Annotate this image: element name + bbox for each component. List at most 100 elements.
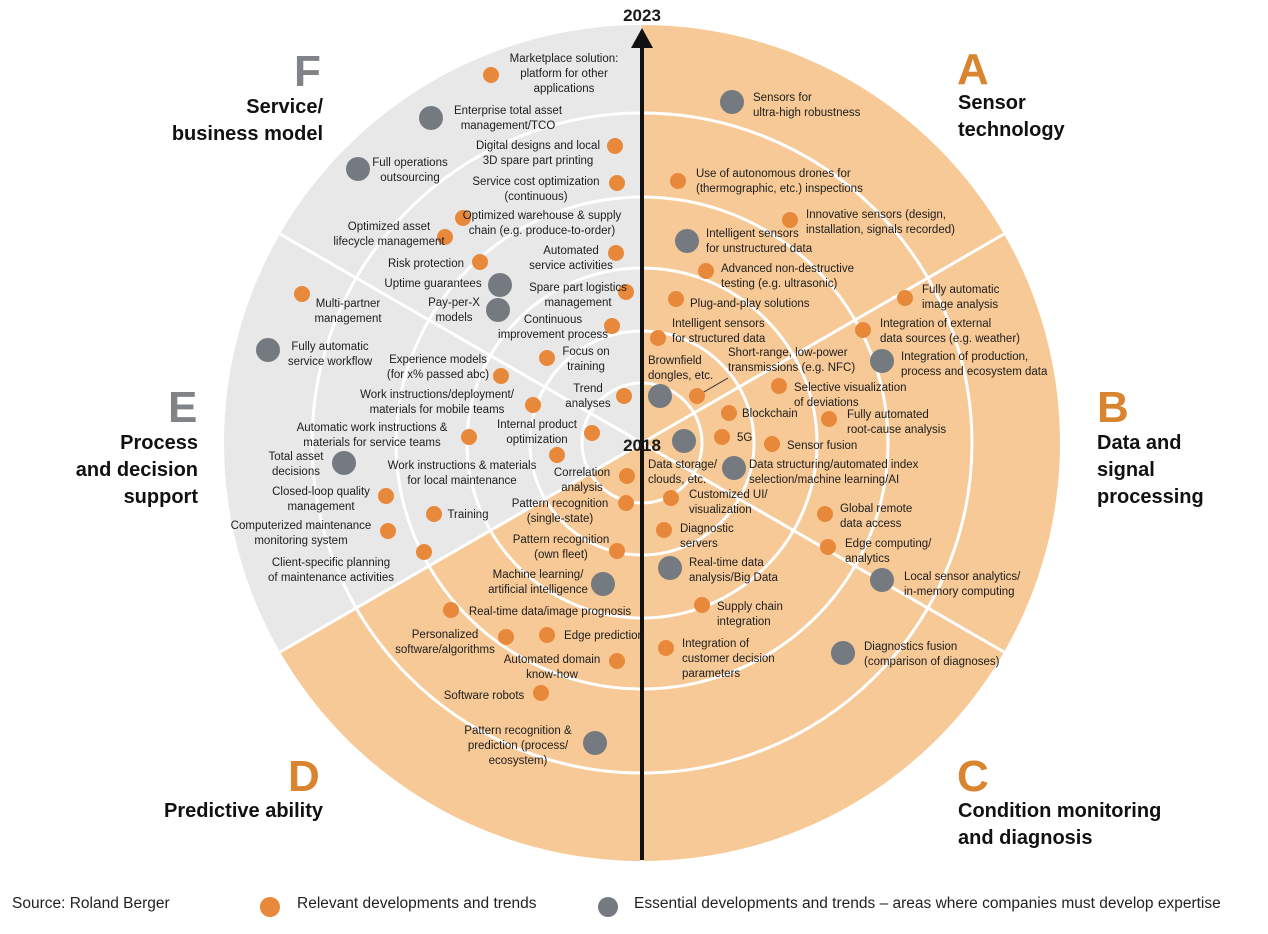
radar-item-label: Focus on training (562, 346, 609, 373)
radar-item-label-line: models (435, 312, 472, 324)
radar-item-label: Blockchain (742, 408, 798, 420)
radar-item: Sensor fusion (764, 436, 857, 452)
radar-item-label-line: image analysis (922, 299, 998, 311)
radar-item: Multi-partner management (294, 286, 382, 325)
segment-title-line: Process (120, 432, 198, 454)
radar-item-label-line: visualization (689, 504, 752, 516)
radar-item-label: Use of autonomous drones for (thermograph… (696, 168, 863, 195)
relevant-trend-dot (416, 544, 432, 560)
radar-item: Spare part logistics management (529, 282, 634, 309)
radar-item-label: Optimized asset lifecycle management (333, 221, 445, 248)
relevant-trend-dot (650, 330, 666, 346)
radar-items: Marketplace solution: platform for other a… (231, 53, 1048, 767)
radar-item-label-line: management/TCO (461, 120, 556, 132)
relevant-trend-dot (897, 290, 913, 306)
radar-item-label: Uptime guarantees (384, 278, 481, 290)
legend-orange-dot (260, 897, 280, 917)
time-axis-arrowhead (631, 28, 653, 48)
radar-item-label-line: training (567, 361, 605, 373)
radar-item: Total asset decisions (269, 451, 356, 478)
radar-item-label: Diagnostic servers (680, 523, 734, 550)
radar-item-label: Data structuring/automated index selectio… (749, 459, 919, 486)
radar-item-label-line: Experience models (389, 354, 487, 366)
relevant-trend-dot (539, 627, 555, 643)
radar-item-label: Client-specific planning of maintenance a… (268, 557, 394, 584)
radar-item-label: Risk protection (388, 258, 464, 270)
radar-item-label: Closed-loop quality management (272, 486, 370, 513)
radar-item: Personalized software/algorithms (395, 629, 514, 656)
radar-item: Training (426, 506, 489, 522)
radar-item-label-line: Intelligent sensors (706, 228, 799, 240)
radar-item: Customized UI/visualization (663, 489, 768, 516)
segment-letter-b: B (1097, 383, 1129, 432)
radar-item-label: Computerized maintenance monitoring syste… (231, 520, 372, 547)
radar-item-label: Software robots (444, 690, 525, 702)
radar-item-label-line: Edge prediction (564, 630, 644, 642)
segment-title-line: signal (1097, 459, 1155, 481)
radar-item-label-line: Blockchain (742, 408, 798, 420)
segment-title-d: Predictive ability (164, 798, 323, 825)
radar-item: Integration of production, process and ec… (870, 349, 1048, 378)
radar-item: Work instructions/deployment/materials f… (360, 389, 541, 416)
radar-item-label-line: Integration of (682, 638, 750, 650)
relevant-trend-dot (443, 602, 459, 618)
radar-item: Marketplace solution: platform for other a… (483, 53, 618, 95)
essential-trend-dot (720, 90, 744, 114)
segment-title-line: Condition monitoring (958, 800, 1162, 822)
radar-item-label-line: of deviations (794, 397, 859, 409)
radar-item-label: Multi-partner management (314, 298, 382, 325)
segment-title-a: Sensor technology (958, 90, 1065, 144)
radar-item: Data storage/clouds, etc. (648, 429, 718, 486)
essential-trend-dot (648, 384, 672, 408)
radar-item-label-line: (continuous) (504, 191, 567, 203)
segment-title-line: and decision (75, 459, 198, 481)
radar-item-label-line: Fully automated (847, 409, 929, 421)
essential-trend-dot (256, 338, 280, 362)
radar-item: Pattern recognition (own fleet) (513, 534, 625, 561)
radar-item-label-line: management (544, 297, 612, 309)
radar-item: Correlation analysis (554, 467, 635, 494)
radar-item-label-line: analysis/Big Data (689, 572, 778, 584)
radar-item-label-line: ultra-high robustness (753, 107, 861, 119)
radar-item-label-line: root-cause analysis (847, 424, 946, 436)
radar-item-label: Personalized software/algorithms (395, 629, 495, 656)
segment-title-line: technology (958, 119, 1065, 141)
radar-item-label: Pay-per-X models (428, 297, 480, 324)
legend-orange-label: Relevant developments and trends (297, 895, 537, 912)
relevant-trend-dot (461, 429, 477, 445)
radar-item-label: Pattern recognition (single-state) (512, 498, 609, 525)
relevant-trend-dot (539, 350, 555, 366)
radar-item-label-line: Selective visualization (794, 382, 907, 394)
radar-item: Fully automatic image analysis (897, 284, 1000, 311)
radar-item-label-line: Machine learning/ (493, 569, 585, 581)
relevant-trend-dot (493, 368, 509, 384)
radar-item-label-line: parameters (682, 668, 740, 680)
essential-trend-dot (419, 106, 443, 130)
radar-item-label: Digital designs and local 3D spare part p… (476, 140, 600, 167)
relevant-trend-dot (616, 388, 632, 404)
radar-item: Real-time data analysis/Big Data (658, 556, 778, 584)
relevant-trend-dot (584, 425, 600, 441)
radar-item-label-line: Continuous (524, 314, 582, 326)
segment-title-b: Data and signal processing (1097, 430, 1204, 511)
essential-trend-dot (722, 456, 746, 480)
relevant-trend-dot (609, 653, 625, 669)
radar-item-label-line: ecosystem) (489, 755, 548, 767)
radar-item: Optimized warehouse & supply chain (e.g. … (455, 210, 622, 237)
essential-trend-dot (486, 298, 510, 322)
radar-item: Trend analyses (565, 383, 632, 410)
radar-item-label-line: for local maintenance (407, 475, 516, 487)
radar-item-label-line: integration (717, 616, 771, 628)
radar-item: Machine learning/artificial intelligence (488, 569, 615, 596)
radar-item-label: Integration of external data sources (e.g… (880, 318, 1020, 345)
relevant-trend-dot (604, 318, 620, 334)
radar-item-label-line: Trend (573, 383, 603, 395)
relevant-trend-dot (294, 286, 310, 302)
radar-item-label-line: clouds, etc. (648, 474, 706, 486)
essential-trend-dot (488, 273, 512, 297)
radar-item: Diagnostics fusion (comparison of diagnos… (831, 641, 1000, 668)
radar-item-label-line: (for x% passed abc) (387, 369, 489, 381)
radar-item-label-line: Multi-partner (316, 298, 381, 310)
radar-item-label-line: (thermographic, etc.) inspections (696, 183, 863, 195)
radar-item-label: Training (447, 509, 488, 521)
